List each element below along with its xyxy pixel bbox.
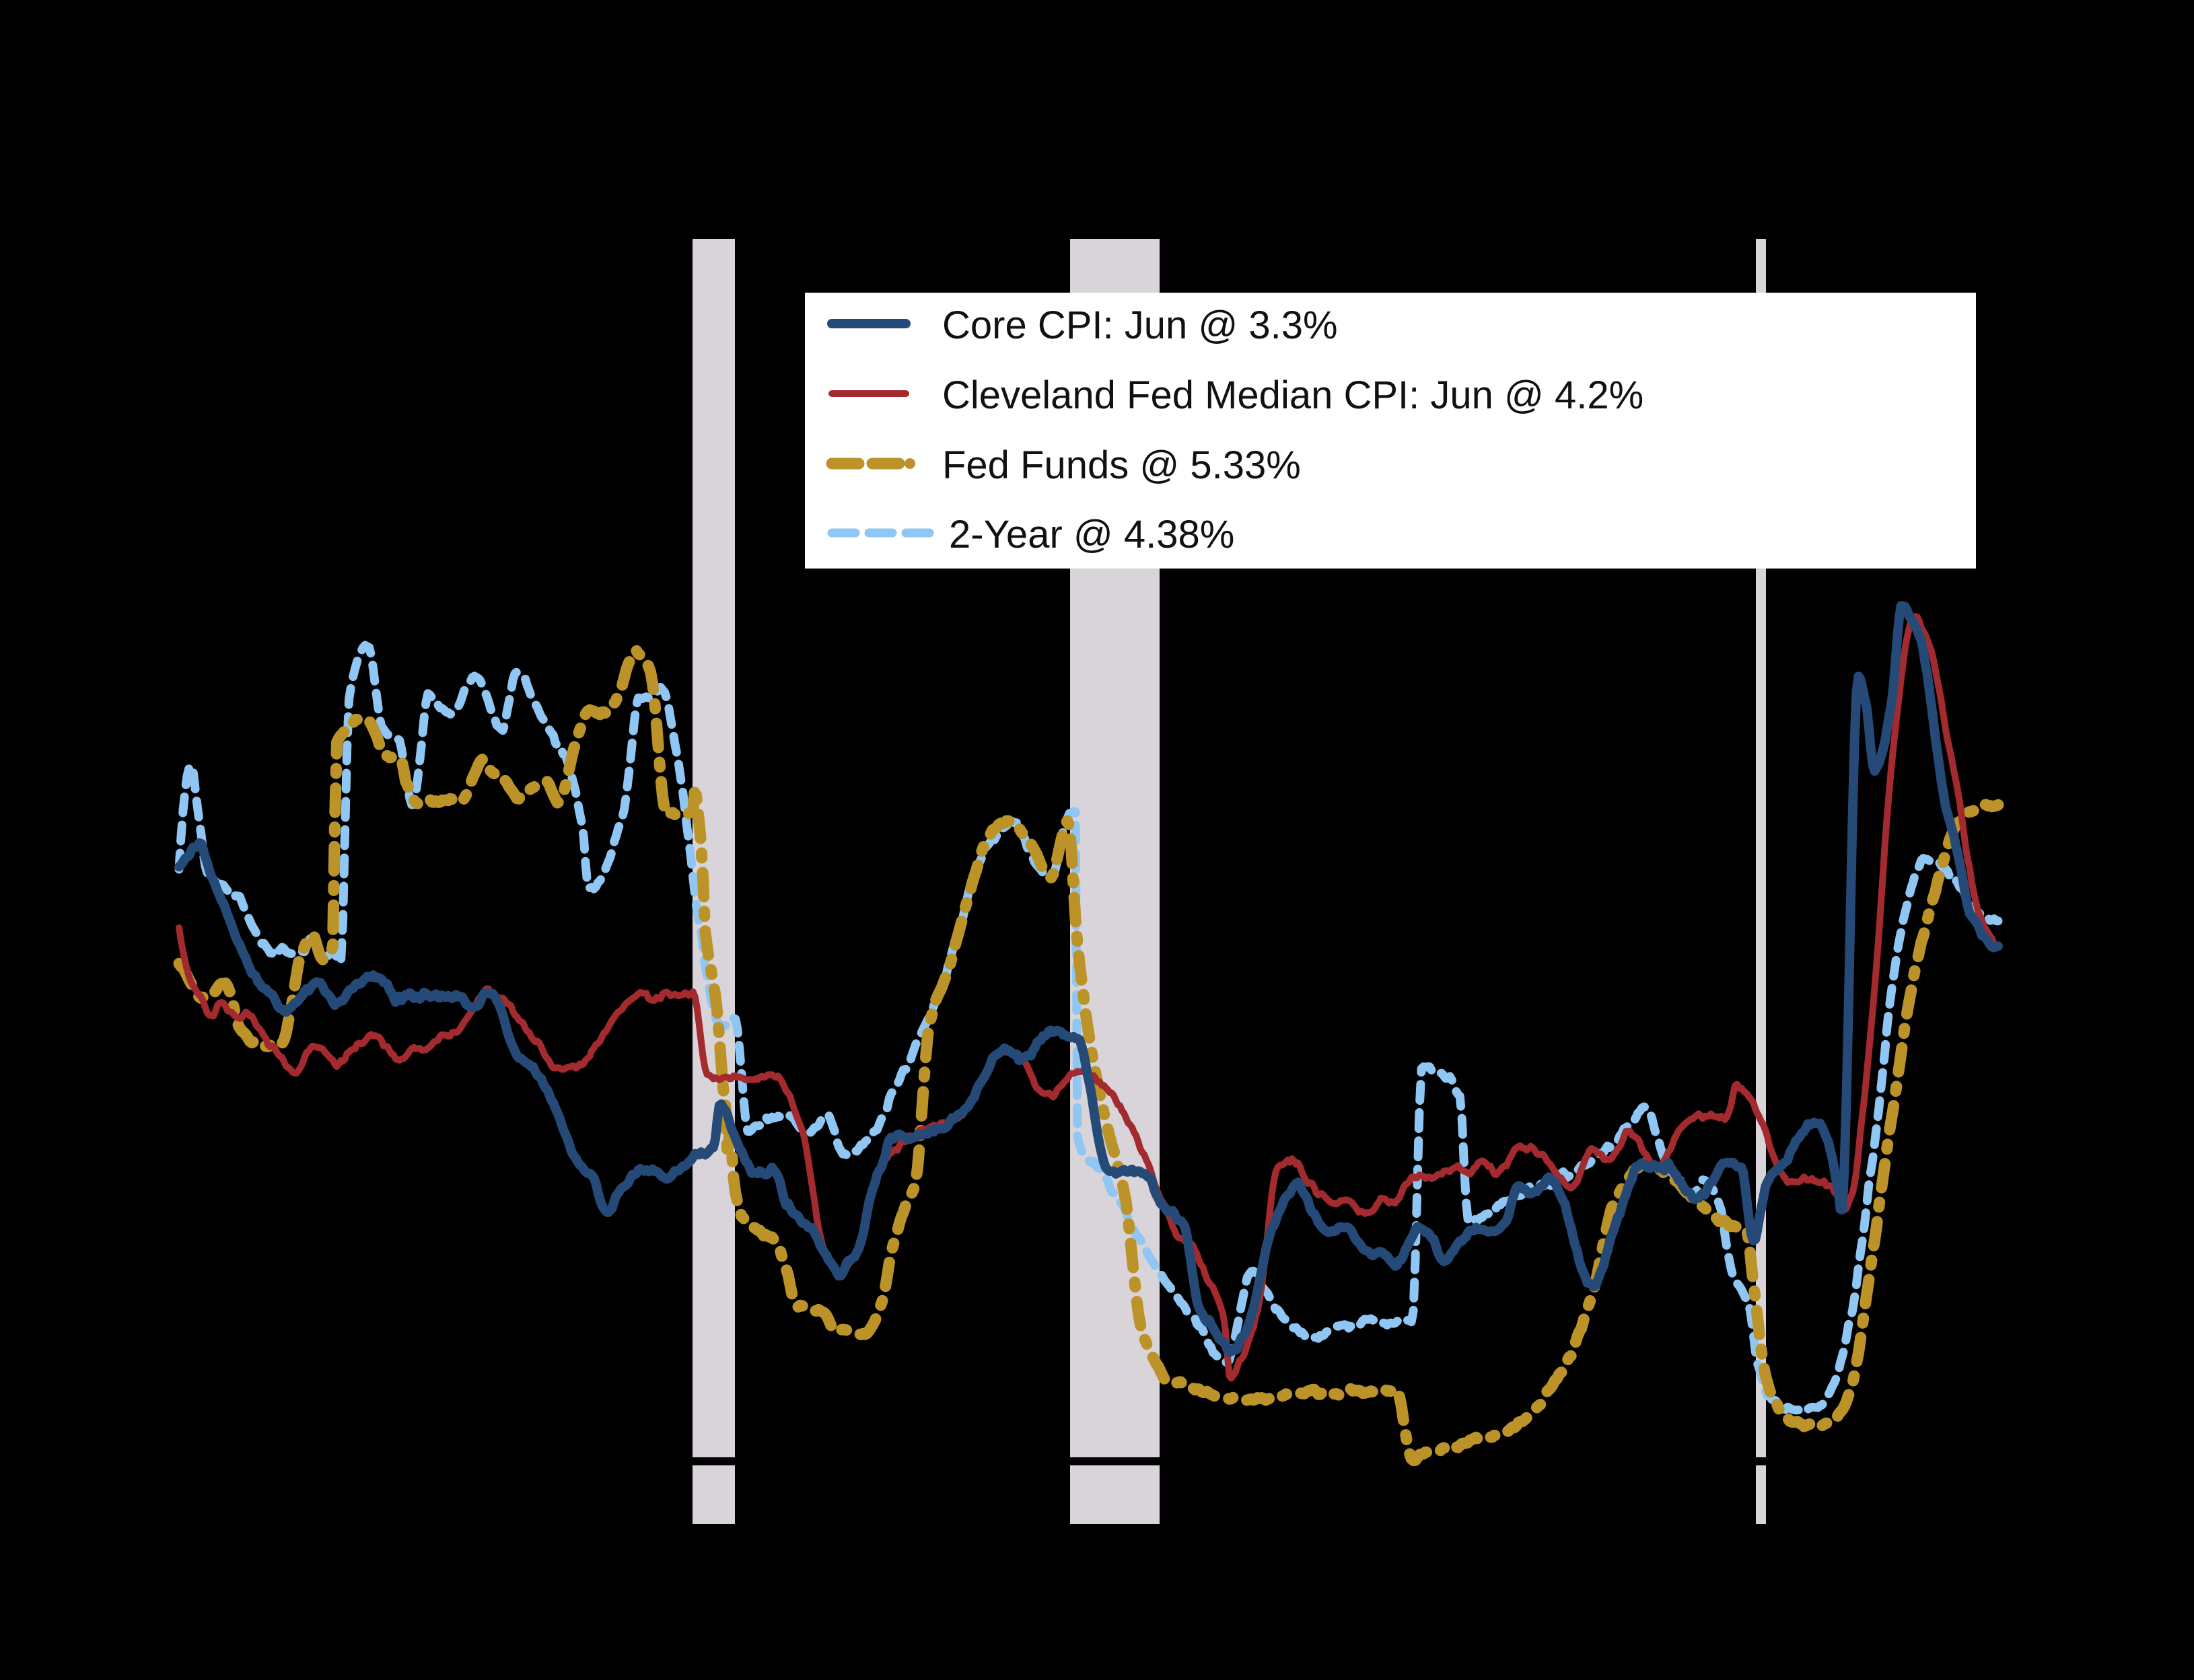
svg-text:Cleveland Fed Median CPI: Jun: Cleveland Fed Median CPI: Jun @ 4.2% — [942, 373, 1643, 417]
svg-text:Fed Funds @ 5.33%: Fed Funds @ 5.33% — [942, 443, 1301, 487]
svg-text:Core CPI: Jun @ 3.3%: Core CPI: Jun @ 3.3% — [942, 303, 1338, 347]
svg-text:2-Year @ 4.38%: 2-Year @ 4.38% — [949, 513, 1234, 556]
